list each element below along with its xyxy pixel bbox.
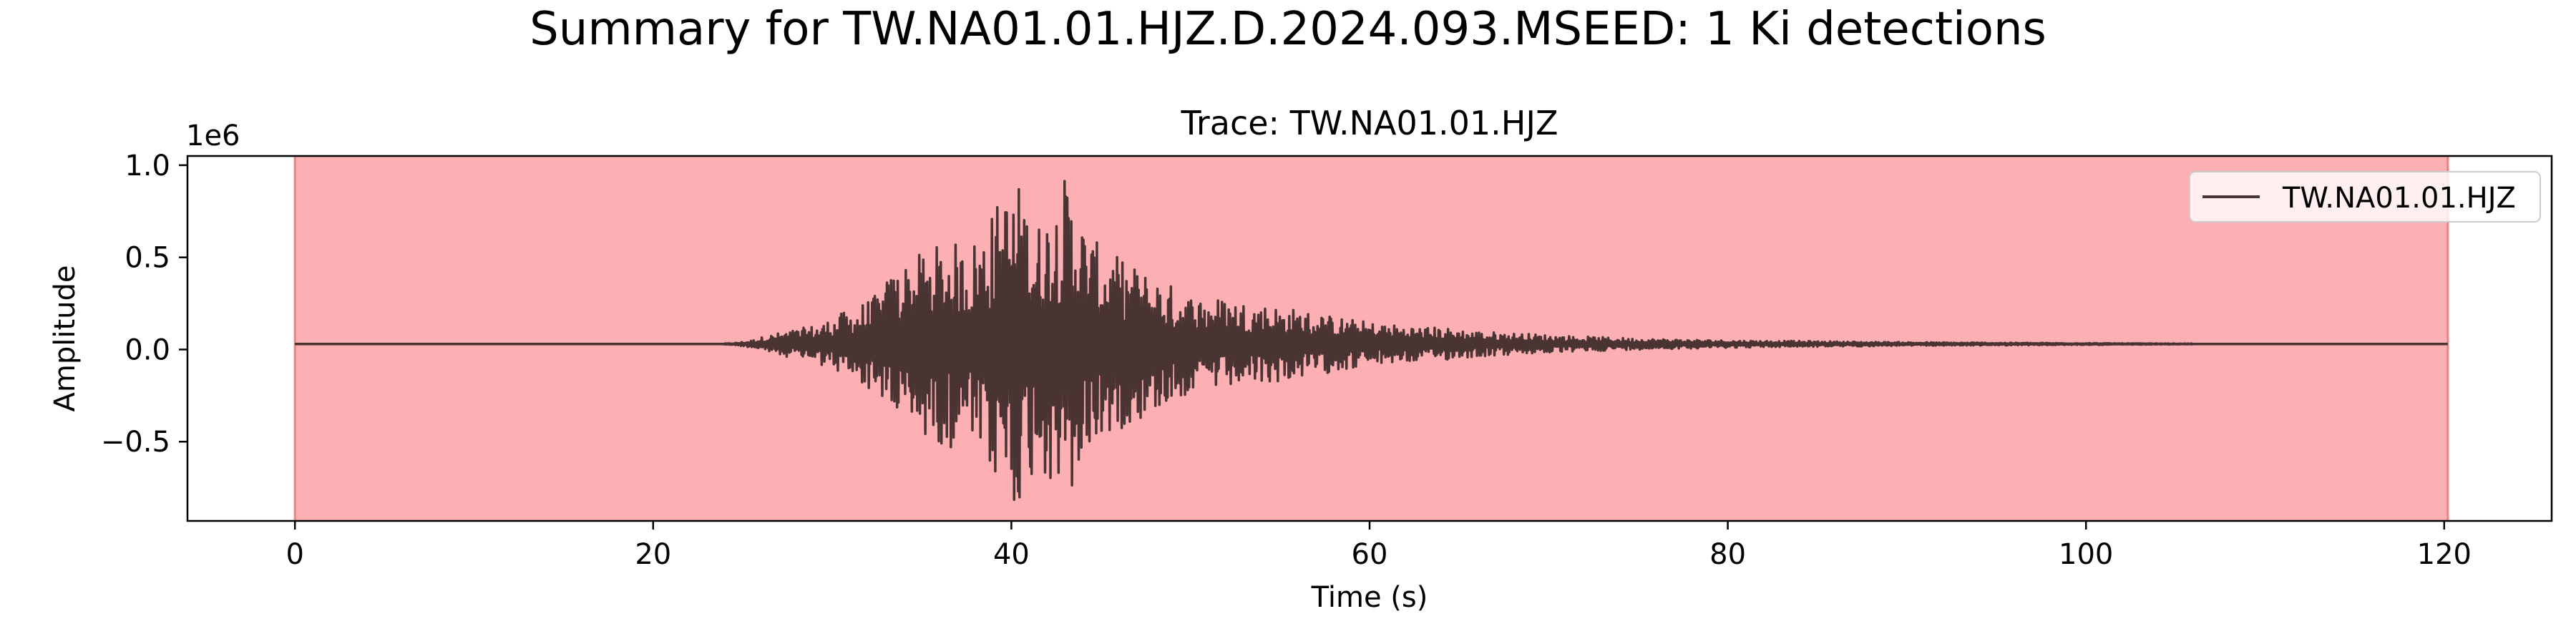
x-tick-label: 40 <box>993 538 1030 571</box>
x-tick-label: 60 <box>1352 538 1388 571</box>
y-tick-label: −0.5 <box>101 426 170 459</box>
x-tick-label: 20 <box>635 538 671 571</box>
legend-box <box>2189 171 2541 223</box>
y-axis-label: Amplitude <box>49 265 82 412</box>
legend: TW.NA01.01.HJZ <box>2189 171 2541 223</box>
y-tick-label: 1.0 <box>125 150 170 182</box>
x-tick-label: 120 <box>2417 538 2472 571</box>
x-tick-label: 0 <box>286 538 303 571</box>
trace-line-tw-na01-01-hjz <box>294 180 2449 502</box>
legend-label: TW.NA01.01.HJZ <box>2282 182 2516 215</box>
y-tick-label: 0.5 <box>125 242 170 275</box>
x-axis-label: Time (s) <box>1311 581 1428 614</box>
chart-title: Trace: TW.NA01.01.HJZ <box>1181 104 1558 142</box>
trace-layer <box>294 180 2449 502</box>
y-tick-label: 0.0 <box>125 333 170 366</box>
suptitle: Summary for TW.NA01.01.HJZ.D.2024.093.MS… <box>530 3 2046 56</box>
y-scale-offset-label: 1e6 <box>186 119 240 152</box>
x-tick-label: 80 <box>1709 538 1746 571</box>
plot-area <box>293 156 2449 521</box>
x-tick-label: 100 <box>2059 538 2113 571</box>
y-axis-ticks: −0.5 0.0 0.5 1.0 <box>101 150 187 459</box>
x-axis-ticks: 0 20 40 60 80 100 120 <box>286 521 2472 571</box>
